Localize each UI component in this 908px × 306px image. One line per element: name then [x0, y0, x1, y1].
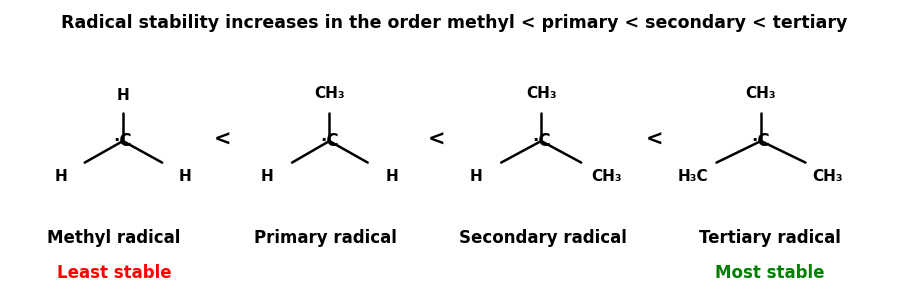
Text: ·C: ·C [752, 132, 770, 150]
Text: ·C: ·C [114, 132, 133, 150]
Text: Methyl radical: Methyl radical [47, 230, 181, 248]
Text: Secondary radical: Secondary radical [459, 230, 627, 248]
Text: CH₃: CH₃ [592, 169, 622, 184]
Text: H₃C: H₃C [677, 169, 708, 184]
Text: ·C: ·C [532, 132, 550, 150]
Text: <: < [214, 129, 232, 150]
Text: H: H [179, 169, 192, 184]
Text: CH₃: CH₃ [526, 86, 557, 101]
Text: CH₃: CH₃ [745, 86, 776, 101]
Text: CH₃: CH₃ [314, 86, 345, 101]
Text: Most stable: Most stable [716, 264, 824, 282]
Text: H: H [54, 169, 67, 184]
Text: H: H [469, 169, 483, 184]
Text: H: H [116, 88, 129, 103]
Text: H: H [261, 169, 273, 184]
Text: <: < [646, 129, 663, 150]
Text: Tertiary radical: Tertiary radical [699, 230, 841, 248]
Text: Least stable: Least stable [57, 264, 172, 282]
Text: Primary radical: Primary radical [253, 230, 397, 248]
Text: ·C: ·C [321, 132, 339, 150]
Text: Radical stability increases in the order methyl < primary < secondary < tertiary: Radical stability increases in the order… [61, 13, 847, 32]
Text: <: < [428, 129, 445, 150]
Text: CH₃: CH₃ [813, 169, 843, 184]
Text: H: H [385, 169, 398, 184]
